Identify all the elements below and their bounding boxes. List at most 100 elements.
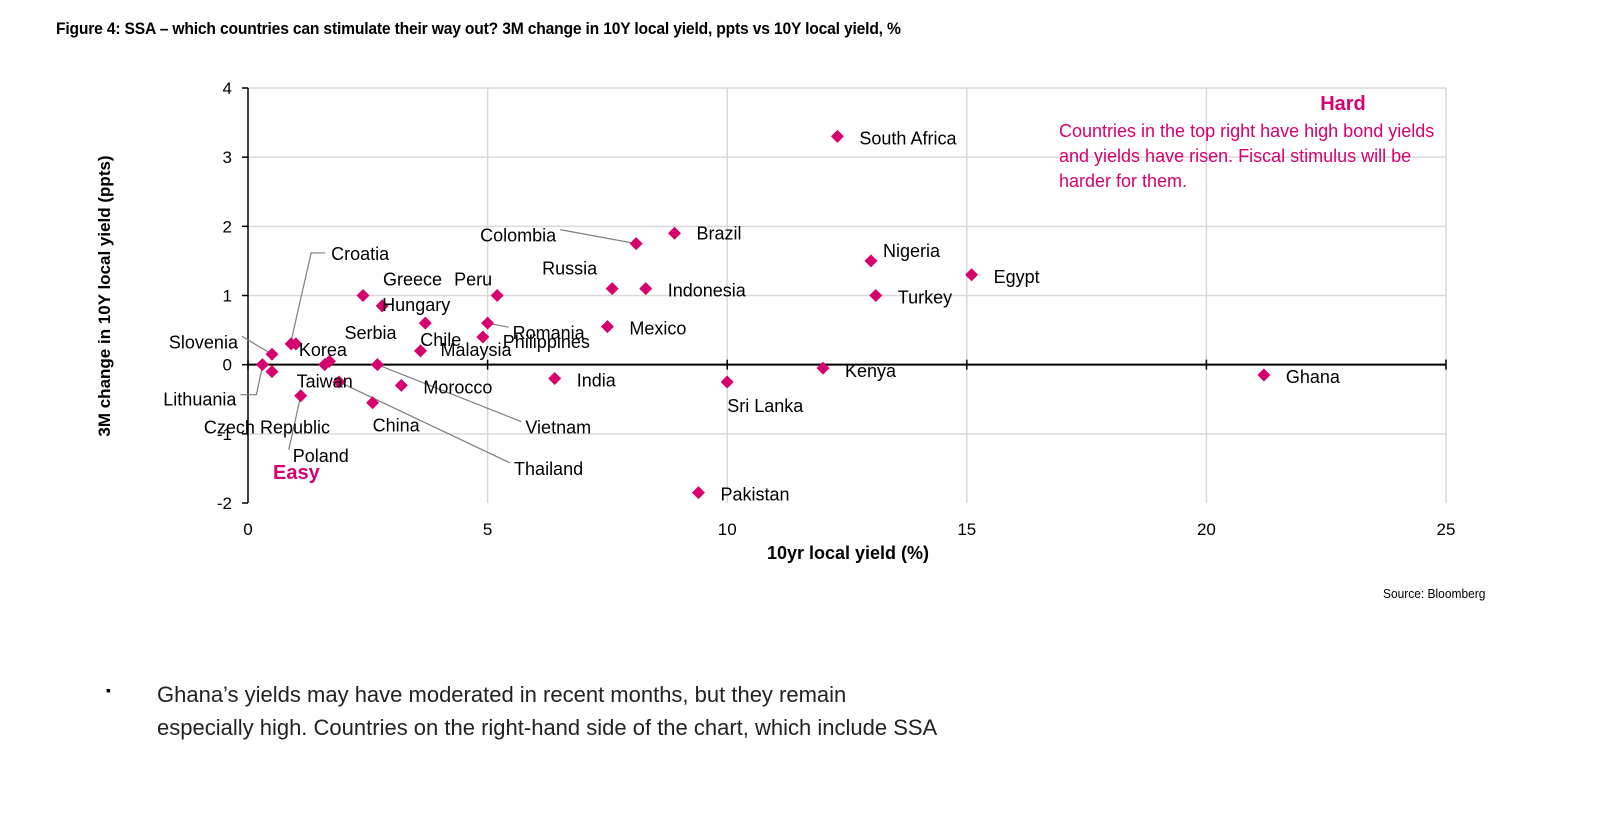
point-label: Brazil xyxy=(696,223,741,243)
point-label: Turkey xyxy=(898,288,952,308)
annotation-hard-line: Countries in the top right have high bon… xyxy=(1059,121,1434,141)
data-point xyxy=(639,282,653,296)
point-label: Vietnam xyxy=(525,418,591,438)
point-label: Colombia xyxy=(480,226,557,246)
data-point xyxy=(720,375,734,389)
point-label: Chile xyxy=(420,330,461,350)
y-tick-label: 4 xyxy=(223,79,232,98)
data-point xyxy=(255,358,269,372)
data-point xyxy=(289,337,303,351)
point-label: Poland xyxy=(293,446,349,466)
leader-lines xyxy=(240,229,637,464)
point-label: Lithuania xyxy=(163,390,237,410)
point-labels: South Africa Brazil Colombia Nigeria Egypt Tu… xyxy=(163,128,1341,504)
leader-line xyxy=(338,381,511,464)
data-point xyxy=(265,365,279,379)
data-point xyxy=(864,254,878,268)
leader-line xyxy=(288,395,302,450)
point-label: Philippines xyxy=(503,332,590,352)
data-point xyxy=(605,282,619,296)
data-point xyxy=(476,330,490,344)
x-tick-label: 25 xyxy=(1437,520,1456,539)
x-tick-label: 20 xyxy=(1197,520,1216,539)
data-point xyxy=(265,347,279,361)
annotation-hard-line: and yields have risen. Fiscal stimulus w… xyxy=(1059,146,1411,166)
data-point xyxy=(816,361,830,375)
annotations: Hard Countries in the top right have hig… xyxy=(273,93,1434,484)
point-label: Thailand xyxy=(514,459,583,479)
data-point xyxy=(414,344,428,358)
data-point xyxy=(481,316,495,330)
data-points xyxy=(255,129,1271,500)
point-label: Malaysia xyxy=(441,340,513,360)
data-point xyxy=(490,289,504,302)
x-tick-label: 5 xyxy=(483,520,492,539)
body-paragraph: Ghana’s yields may have moderated in rec… xyxy=(157,678,1157,744)
data-point xyxy=(418,316,432,330)
data-point xyxy=(375,299,389,313)
point-label: Slovenia xyxy=(169,332,239,352)
data-point xyxy=(356,289,370,302)
point-label: Russia xyxy=(542,259,598,279)
point-label: Ghana xyxy=(1286,367,1341,387)
point-label: Pakistan xyxy=(720,485,789,505)
leader-line xyxy=(560,229,637,245)
data-point xyxy=(548,372,562,385)
data-point xyxy=(869,289,883,302)
data-point xyxy=(332,375,346,389)
point-label: Morocco xyxy=(423,377,492,397)
leader-line xyxy=(377,364,522,423)
axis-layer: -2 -1 0 1 2 3 4 0 5 10 15 20 25 xyxy=(217,79,1456,539)
data-point xyxy=(600,320,614,334)
point-label: Romania xyxy=(513,323,586,343)
bullet-marker: ▪ xyxy=(106,682,111,698)
point-label: Egypt xyxy=(994,267,1040,287)
point-label: South Africa xyxy=(859,128,957,148)
point-label: Indonesia xyxy=(668,281,747,301)
data-point xyxy=(370,358,384,372)
paragraph-line: especially high. Countries on the right-… xyxy=(157,715,938,740)
point-label: Czech Republic xyxy=(204,418,330,438)
point-label: Taiwan xyxy=(297,372,353,392)
x-tick-label: 15 xyxy=(957,520,976,539)
data-point xyxy=(294,389,308,403)
point-label: Kenya xyxy=(845,361,897,381)
point-label: Croatia xyxy=(331,244,390,264)
y-tick-label: -2 xyxy=(217,494,232,513)
leader-line xyxy=(241,335,273,355)
data-point xyxy=(667,226,681,240)
data-point xyxy=(830,129,844,143)
y-tick-label: 0 xyxy=(223,356,232,375)
paragraph-line: Ghana’s yields may have moderated in rec… xyxy=(157,682,847,707)
data-point xyxy=(366,396,380,410)
y-tick-label: 3 xyxy=(223,148,232,167)
point-label: Sri Lanka xyxy=(727,396,804,416)
point-label: Korea xyxy=(299,340,348,360)
data-point xyxy=(965,268,979,282)
annotation-hard-title: Hard xyxy=(1320,93,1366,115)
annotation-hard-line: harder for them. xyxy=(1059,171,1187,191)
data-point xyxy=(629,237,643,251)
data-point xyxy=(394,378,408,392)
figure-title: Figure 4: SSA – which countries can stim… xyxy=(56,19,901,38)
data-point xyxy=(318,358,332,372)
annotation-easy-title: Easy xyxy=(273,462,321,484)
point-label: Peru xyxy=(454,270,492,290)
y-tick-label: 1 xyxy=(223,287,232,306)
leader-line xyxy=(290,252,326,342)
leader-line xyxy=(240,366,263,396)
y-tick-label: 2 xyxy=(223,217,232,236)
point-label: Nigeria xyxy=(883,241,941,261)
y-axis-label: 3M change in 10Y local yield (ppts) xyxy=(95,155,114,436)
point-label: Serbia xyxy=(344,323,397,343)
x-tick-label: 10 xyxy=(718,520,737,539)
source-note: Source: Bloomberg xyxy=(1383,586,1486,601)
x-tick-label: 0 xyxy=(243,520,252,539)
x-axis-label: 10yr local yield (%) xyxy=(767,543,929,563)
data-point xyxy=(691,486,705,500)
y-tick-label: -1 xyxy=(217,425,232,444)
point-label: Mexico xyxy=(629,319,686,339)
point-label: Greece xyxy=(383,270,442,290)
point-label: Hungary xyxy=(382,295,450,315)
